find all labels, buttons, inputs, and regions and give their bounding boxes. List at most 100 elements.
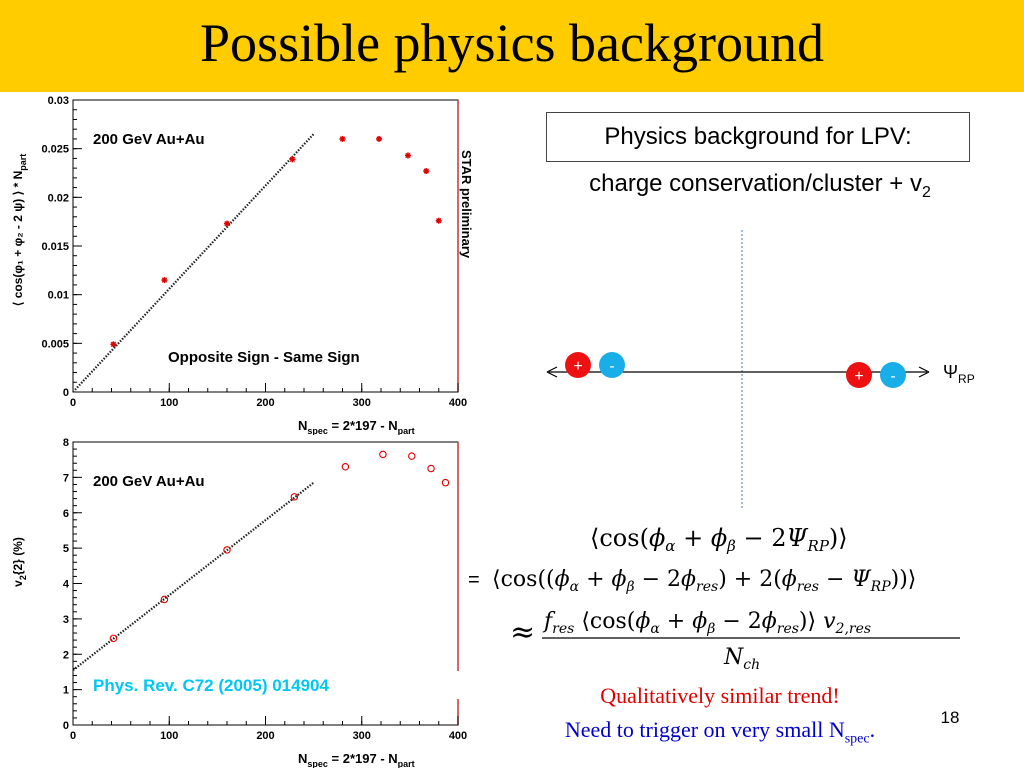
y-tick-label: 0.005 <box>41 338 69 350</box>
y-tick-label: 1 <box>63 685 69 697</box>
data-point <box>109 634 118 643</box>
data-point <box>161 277 168 284</box>
x-axis-label-main: N <box>298 751 307 766</box>
y-tick-label: 5 <box>63 543 69 555</box>
annotation-collision: 200 GeV Au+Au <box>93 473 205 490</box>
lpv-heading-box: Physics background for LPV: <box>546 112 970 162</box>
plus-charge-left <box>565 352 591 378</box>
x-tick-label: 400 <box>449 730 467 742</box>
reference-background <box>87 671 465 699</box>
data-point <box>160 595 169 604</box>
formula-line-1: ⟨cos(ϕα + ϕβ − 2ΨRP)⟩ <box>590 524 848 555</box>
data-point-d2 <box>224 220 230 227</box>
lpv-subheading-subscript: 2 <box>921 183 931 201</box>
x-tick-label: 0 <box>70 397 76 409</box>
plus-label-right: + <box>854 368 863 385</box>
annotation-sign-difference: Opposite Sign - Same Sign <box>168 349 360 366</box>
left-arrowhead <box>546 366 558 378</box>
x-tick-label: 0 <box>70 730 76 742</box>
minus-charge-left <box>599 352 625 378</box>
reaction-plane-diagram: + - + - ΨRP <box>546 230 975 510</box>
minus-charge-right <box>880 362 906 388</box>
psi-symbol: Ψ <box>943 362 958 382</box>
data-point-d2 <box>161 277 168 283</box>
data-point <box>404 152 411 159</box>
page-number: 18 <box>940 708 960 727</box>
y-tick-label: 0 <box>63 720 69 732</box>
data-point <box>379 450 387 459</box>
y-tick-label: 3 <box>63 614 69 626</box>
y-tick-label: 0.01 <box>48 290 69 302</box>
data-point <box>427 464 435 473</box>
data-point <box>290 493 299 501</box>
title-bar <box>0 0 1024 92</box>
x-axis-label-sub2: part <box>398 426 415 435</box>
x-tick-label: 300 <box>353 397 371 409</box>
y-tick-label: 4 <box>63 579 70 591</box>
data-point-d2 <box>405 152 411 159</box>
data-point <box>435 217 442 224</box>
data-point <box>441 478 450 487</box>
fit-line <box>72 481 315 672</box>
x-axis-label: Nspec = 2*197 - Npart <box>298 751 415 768</box>
formula-denominator: Nch <box>723 645 760 672</box>
x-axis-label-sub2: part <box>398 759 415 768</box>
formula-line-2: ⟨cos((ϕα + ϕβ − 2ϕres) + 2(ϕres − ΨRP))⟩ <box>492 567 916 595</box>
plus-label-left: + <box>573 358 582 375</box>
y-axis-label: v2{2} (%) <box>11 537 28 587</box>
formula-equals: = <box>468 569 480 591</box>
x-tick-label: 400 <box>449 397 467 409</box>
chart-top: 0 100 200 300 400 0 0.005 0.01 0.015 0.02 0.025 0.0… <box>11 95 474 435</box>
data-point-d2 <box>339 136 346 142</box>
note-trigger: Need to trigger on very small Nspec. <box>505 717 935 747</box>
y-tick-label: 0.03 <box>48 95 69 107</box>
data-point <box>408 452 416 460</box>
data-point <box>339 135 346 142</box>
minus-label-left: - <box>609 358 614 375</box>
note-trigger-end: . <box>869 717 876 742</box>
y-tick-label: 6 <box>63 508 69 520</box>
x-axis-label-mid: = 2*197 - N <box>328 418 398 433</box>
annotation-star-preliminary: STAR preliminary <box>459 150 474 259</box>
note-trigger-subscript: spec <box>844 731 870 747</box>
x-tick-label: 100 <box>160 397 178 409</box>
formula-numerator: fres ⟨cos(ϕα + ϕβ − 2ϕres)⟩ v2,res <box>542 609 871 637</box>
plus-charge-right <box>846 362 872 388</box>
note-trigger-text: Need to trigger on very small N <box>564 717 845 742</box>
x-tick-label: 200 <box>256 397 274 409</box>
y-axis-label-sub: part <box>18 154 28 171</box>
y-axis-label-main: v <box>11 580 25 587</box>
right-arrowhead <box>918 366 930 378</box>
psi-subscript: RP <box>958 372 975 386</box>
annotation-collision: 200 GeV Au+Au <box>93 131 205 148</box>
psi-rp-label: ΨRP <box>943 362 975 386</box>
y-tick-label: 0.025 <box>41 144 69 156</box>
x-tick-label: 200 <box>256 730 274 742</box>
data-point-d2 <box>423 168 429 174</box>
y-axis-label-main: ⟨ cos(φ₁ + φ₂ - 2 ψ) ⟩ * N <box>11 171 25 307</box>
x-axis-label: Nspec = 2*197 - Npart <box>298 418 415 435</box>
note-similar-trend: Qualitatively similar trend! <box>600 683 840 708</box>
formula: ⟨cos(ϕα + ϕβ − 2ΨRP)⟩ = ⟨cos((ϕα + ϕβ − … <box>468 524 960 672</box>
lpv-subheading: charge conservation/cluster + v2 <box>520 170 1000 202</box>
y-axis-label-end: {2} (%) <box>11 537 25 575</box>
y-tick-label: 7 <box>63 472 69 484</box>
data-point-d2 <box>110 341 117 347</box>
x-axis-label-main: N <box>298 418 307 433</box>
x-axis-label-sub1: spec <box>307 759 328 768</box>
y-axis-label: ⟨ cos(φ₁ + φ₂ - 2 ψ) ⟩ * Npart <box>11 154 28 307</box>
formula-approx: ≈ <box>510 615 535 650</box>
data-point <box>423 168 430 175</box>
y-tick-label: 0.02 <box>48 192 69 204</box>
data-point <box>223 546 231 554</box>
y-tick-label: 0.015 <box>41 241 69 253</box>
slide-title: Possible physics background <box>200 13 824 73</box>
y-axis-label-sub: 2 <box>18 575 28 580</box>
lpv-subheading-text: charge conservation/cluster + v <box>589 170 922 197</box>
data-point-d2 <box>376 136 382 142</box>
x-tick-label: 300 <box>353 730 371 742</box>
data-point <box>376 135 383 142</box>
chart-bottom: 0 100 200 300 400 0 1 2 3 4 5 6 7 8 200 GeV Au+Au Phys.… <box>11 437 467 768</box>
y-tick-label: 0 <box>63 387 69 399</box>
x-axis-label-mid: = 2*197 - N <box>328 751 398 766</box>
